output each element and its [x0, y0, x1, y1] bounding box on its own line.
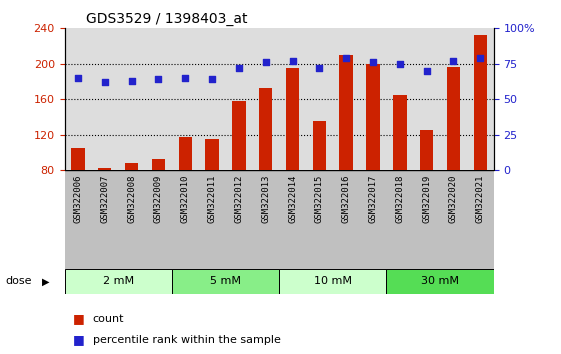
Bar [420, 130, 433, 170]
Point [181, 75, 190, 81]
Bar [387, 269, 494, 294]
Text: GSM322016: GSM322016 [342, 175, 351, 223]
Text: GSM322014: GSM322014 [288, 175, 297, 223]
Point [234, 65, 243, 71]
Point [449, 58, 458, 64]
Bar [393, 95, 407, 170]
Bar [98, 168, 112, 170]
Text: GSM322021: GSM322021 [476, 175, 485, 223]
Point [396, 61, 404, 67]
Bar [125, 163, 138, 170]
Point [261, 59, 270, 65]
Bar [71, 148, 85, 170]
Text: GSM322012: GSM322012 [234, 175, 243, 223]
Text: ■: ■ [73, 333, 85, 346]
Bar [259, 88, 273, 170]
Text: count: count [93, 314, 124, 324]
Bar [339, 55, 353, 170]
Text: GSM322017: GSM322017 [369, 175, 378, 223]
Text: ■: ■ [73, 312, 85, 325]
Text: 10 mM: 10 mM [314, 276, 352, 286]
Bar [205, 139, 219, 170]
Text: GSM322019: GSM322019 [422, 175, 431, 223]
Bar [172, 269, 279, 294]
Text: 30 mM: 30 mM [421, 276, 459, 286]
Text: 5 mM: 5 mM [210, 276, 241, 286]
Text: GSM322007: GSM322007 [100, 175, 109, 223]
Point [154, 76, 163, 82]
Point [288, 58, 297, 64]
Text: GSM322009: GSM322009 [154, 175, 163, 223]
Text: ▶: ▶ [42, 276, 49, 286]
Text: dose: dose [6, 276, 32, 286]
Point [369, 59, 378, 65]
Point [208, 76, 217, 82]
Point [100, 79, 109, 85]
Text: GSM322020: GSM322020 [449, 175, 458, 223]
Text: GSM322006: GSM322006 [73, 175, 82, 223]
Text: percentile rank within the sample: percentile rank within the sample [93, 335, 280, 345]
Bar [279, 269, 387, 294]
Text: GSM322018: GSM322018 [396, 175, 404, 223]
Text: GSM322011: GSM322011 [208, 175, 217, 223]
Point [127, 78, 136, 84]
Bar [312, 121, 326, 170]
Text: GDS3529 / 1398403_at: GDS3529 / 1398403_at [86, 12, 247, 26]
Point [342, 55, 351, 61]
Text: GSM322013: GSM322013 [261, 175, 270, 223]
Bar [232, 101, 246, 170]
Bar [286, 68, 299, 170]
Point [476, 55, 485, 61]
Bar [447, 67, 460, 170]
Text: 2 mM: 2 mM [103, 276, 134, 286]
Text: GSM322008: GSM322008 [127, 175, 136, 223]
Point [422, 68, 431, 74]
Point [73, 75, 82, 81]
Text: GSM322010: GSM322010 [181, 175, 190, 223]
Bar [65, 269, 172, 294]
Bar [366, 64, 380, 170]
Bar [151, 159, 165, 170]
Bar [473, 35, 487, 170]
Text: GSM322015: GSM322015 [315, 175, 324, 223]
Bar [178, 137, 192, 170]
Point [315, 65, 324, 71]
